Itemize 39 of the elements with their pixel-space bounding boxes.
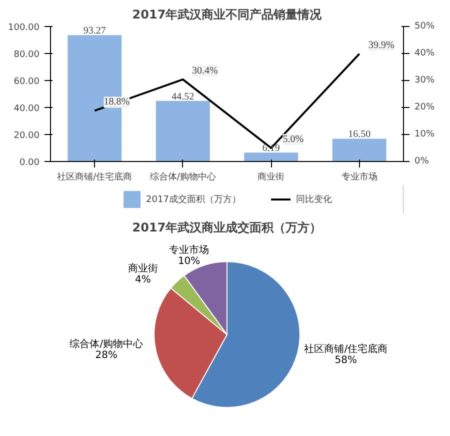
chart-title: 2017年武汉商业不同产品销量情况: [132, 8, 323, 22]
legend-label: 2017成交面积（万方）: [146, 194, 241, 206]
data-label: 10%: [178, 256, 200, 268]
data-label: 58%: [334, 355, 358, 366]
y-tick-label: 40.00: [14, 104, 40, 114]
x-tick-label: 社区商铺/住宅底商: [57, 172, 132, 182]
data-label: 6.19: [262, 143, 280, 154]
y2-tick-label: 30%: [414, 76, 435, 86]
y-tick-label: 100.00: [8, 23, 40, 33]
data-label: 44.52: [172, 91, 194, 102]
y-tick-label: 80.00: [14, 50, 40, 60]
bar: [332, 138, 386, 162]
x-tick-label: 商业街: [258, 172, 285, 182]
data-label: 30.4%: [192, 65, 218, 76]
data-label: 5.0%: [282, 134, 304, 145]
data-label: 28%: [95, 350, 118, 362]
slice-label: 专业市场: [169, 244, 210, 256]
bar: [156, 100, 210, 162]
slice-label: 商业街: [128, 262, 158, 275]
chart-title: 2017年武汉商业成交面积（万方）: [132, 220, 322, 234]
data-label: 18.8%: [104, 96, 130, 108]
y2-tick-label: 50%: [414, 22, 435, 32]
x-tick-label: 专业市场: [341, 172, 378, 182]
slice-label: 社区商铺/住宅底商: [304, 343, 388, 356]
y2-tick-label: 40%: [414, 48, 435, 58]
y-tick-label: 0.00: [19, 158, 40, 168]
legend-label: 同比变化: [296, 194, 332, 206]
data-label: 4%: [135, 274, 151, 286]
y-tick-label: 20.00: [14, 131, 40, 141]
data-label: 16.50: [348, 129, 371, 140]
y-tick-label: 60.00: [14, 77, 40, 87]
y2-tick-label: 10%: [414, 130, 435, 140]
y2-tick-label: 0%: [414, 156, 430, 166]
slice-label: 综合体/购物中心: [70, 338, 144, 350]
data-label: 93.27: [83, 26, 106, 37]
x-tick-label: 综合体/购物中心: [150, 172, 216, 182]
y2-tick-label: 20%: [414, 102, 435, 112]
bar: [244, 152, 298, 162]
data-label: 39.9%: [368, 40, 394, 51]
